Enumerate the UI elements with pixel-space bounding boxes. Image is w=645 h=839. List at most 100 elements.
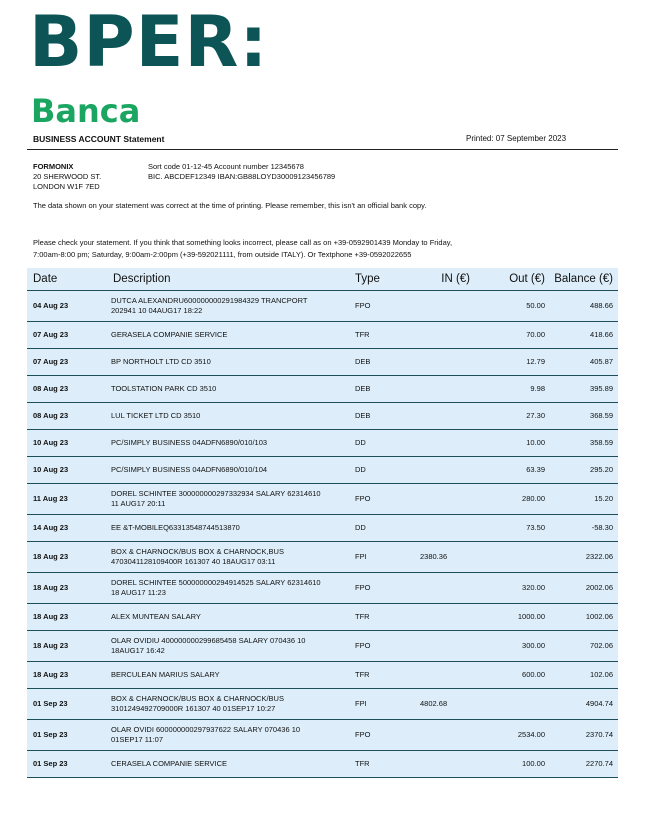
cell-in	[417, 750, 487, 778]
table-row: 04 Aug 23 DUTCA ALEXANDRU6000000002919843…	[27, 290, 618, 322]
cell-in	[417, 402, 487, 430]
cell-in	[417, 348, 487, 376]
cell-in	[417, 290, 487, 322]
cell-date: 10 Aug 23	[27, 429, 108, 457]
statement-title: BUSINESS ACCOUNT Statement	[33, 134, 165, 144]
table-row: 01 Sep 23 CERASELA COMPANIE SERVICE TFR 100…	[27, 750, 618, 778]
cell-date: 04 Aug 23	[27, 290, 108, 322]
cell-type: FPI	[355, 688, 417, 720]
cell-out: 280.00	[487, 483, 545, 515]
cell-out: 320.00	[487, 572, 545, 604]
bic-iban: BIC. ABCDEF12349 IBAN:GB88LOYD3000912345…	[148, 172, 336, 181]
cell-date: 11 Aug 23	[27, 483, 108, 515]
cell-out: 27.30	[487, 402, 545, 430]
cell-balance: 418.66	[545, 321, 618, 349]
cell-in	[417, 514, 487, 542]
cell-date: 18 Aug 23	[27, 541, 108, 573]
table-row: 08 Aug 23 LUL TICKET LTD CD 3510 DEB 27.30 3…	[27, 402, 618, 430]
divider	[27, 149, 618, 150]
cell-type: DD	[355, 456, 417, 484]
cell-type: DEB	[355, 402, 417, 430]
cell-date: 08 Aug 23	[27, 375, 108, 403]
banca-logo: Banca	[31, 92, 141, 130]
account-details: Sort code 01-12-45 Account number 123456…	[148, 162, 335, 182]
cell-in	[417, 375, 487, 403]
cell-balance: 1002.06	[545, 603, 618, 631]
cell-date: 18 Aug 23	[27, 630, 108, 662]
cell-description: PC/SIMPLY BUSINESS 04ADFN6890/010/104	[108, 456, 355, 484]
cell-date: 07 Aug 23	[27, 348, 108, 376]
table-row: 07 Aug 23 BP NORTHOLT LTD CD 3510 DEB 12.79…	[27, 348, 618, 376]
cell-out: 73.50	[487, 514, 545, 542]
cell-out	[487, 541, 545, 573]
cell-date: 08 Aug 23	[27, 402, 108, 430]
cell-date: 01 Sep 23	[27, 750, 108, 778]
cell-date: 18 Aug 23	[27, 661, 108, 689]
table-row: 01 Sep 23 BOX & CHARNOCK/BUS BOX & CHARNO…	[27, 688, 618, 720]
cell-description: BERCULEAN MARIUS SALARY	[108, 661, 355, 689]
cell-type: FPI	[355, 541, 417, 573]
cell-description: GERASELA COMPANIE SERVICE	[108, 321, 355, 349]
table-row: 18 Aug 23 OLAR OVIDIU 400000000299685458 …	[27, 630, 618, 662]
table-row: 18 Aug 23 BERCULEAN MARIUS SALARY TFR 600.0…	[27, 661, 618, 689]
table-row: 08 Aug 23 TOOLSTATION PARK CD 3510 DEB 9.98…	[27, 375, 618, 403]
cell-balance: 488.66	[545, 290, 618, 322]
cell-in	[417, 483, 487, 515]
cell-out: 600.00	[487, 661, 545, 689]
cell-out: 100.00	[487, 750, 545, 778]
cell-balance: 2322.06	[545, 541, 618, 573]
col-date: Date	[33, 273, 58, 285]
cell-type: DEB	[355, 375, 417, 403]
cell-date: 10 Aug 23	[27, 456, 108, 484]
disclaimer: The data shown on your statement was cor…	[33, 201, 427, 210]
table-row: 18 Aug 23 DOREL SCHINTEE 5000000002949145…	[27, 572, 618, 604]
cell-description: OLAR OVIDIU 400000000299685458 SALARY 07…	[108, 630, 355, 662]
table-header: Date Description Type IN (€) Out (€) Bal…	[27, 268, 618, 291]
cell-type: FPO	[355, 290, 417, 322]
cell-type: TFR	[355, 661, 417, 689]
cell-out: 300.00	[487, 630, 545, 662]
cell-description: PC/SIMPLY BUSINESS 04ADFN6890/010/103	[108, 429, 355, 457]
cell-balance: 368.59	[545, 402, 618, 430]
cell-balance: 295.20	[545, 456, 618, 484]
cell-type: DD	[355, 429, 417, 457]
contact-info: Please check your statement. If you thin…	[33, 238, 453, 259]
cell-in: 4802.68	[417, 688, 487, 720]
table-row: 10 Aug 23 PC/SIMPLY BUSINESS 04ADFN6890/0…	[27, 456, 618, 484]
table-row: 18 Aug 23 ALEX MUNTEAN SALARY TFR 1000.00 10…	[27, 603, 618, 631]
table-row: 18 Aug 23 BOX & CHARNOCK/BUS BOX & CHARNO…	[27, 541, 618, 573]
address-line-1: 20 SHERWOOD ST.	[33, 172, 102, 181]
customer-address: FORMONIX 20 SHERWOOD ST. LONDON W1F 7ED	[33, 162, 101, 192]
customer-name: FORMONIX	[33, 162, 74, 171]
cell-out: 1000.00	[487, 603, 545, 631]
cell-description: DUTCA ALEXANDRU600000000291984329 TRANCP…	[108, 290, 355, 322]
cell-description: BP NORTHOLT LTD CD 3510	[108, 348, 355, 376]
cell-date: 18 Aug 23	[27, 603, 108, 631]
cell-in	[417, 429, 487, 457]
cell-description: OLAR OVIDI 600000000297937622 SALARY 070…	[108, 719, 355, 751]
col-in: IN (€)	[441, 273, 470, 285]
col-out: Out (€)	[509, 273, 545, 285]
cell-in	[417, 661, 487, 689]
cell-description: DOREL SCHINTEE 300000000297332934 SALARY…	[108, 483, 355, 515]
cell-balance: 395.89	[545, 375, 618, 403]
transactions-table: Date Description Type IN (€) Out (€) Bal…	[27, 268, 618, 778]
col-balance: Balance (€)	[554, 273, 613, 285]
cell-type: DEB	[355, 348, 417, 376]
cell-balance: 702.06	[545, 630, 618, 662]
cell-balance: 102.06	[545, 661, 618, 689]
bper-logo: BPER:	[29, 1, 269, 83]
cell-type: TFR	[355, 750, 417, 778]
cell-in	[417, 321, 487, 349]
address-line-2: LONDON W1F 7ED	[33, 182, 100, 191]
cell-type: TFR	[355, 321, 417, 349]
cell-description: BOX & CHARNOCK/BUS BOX & CHARNOCK/BUS 31…	[108, 688, 355, 720]
cell-description: ALEX MUNTEAN SALARY	[108, 603, 355, 631]
cell-type: FPO	[355, 572, 417, 604]
cell-description: DOREL SCHINTEE 500000000294914525 SALARY…	[108, 572, 355, 604]
cell-balance: 2002.06	[545, 572, 618, 604]
cell-date: 18 Aug 23	[27, 572, 108, 604]
cell-type: DD	[355, 514, 417, 542]
cell-out: 2534.00	[487, 719, 545, 751]
sort-code-account: Sort code 01-12-45 Account number 123456…	[148, 162, 304, 171]
